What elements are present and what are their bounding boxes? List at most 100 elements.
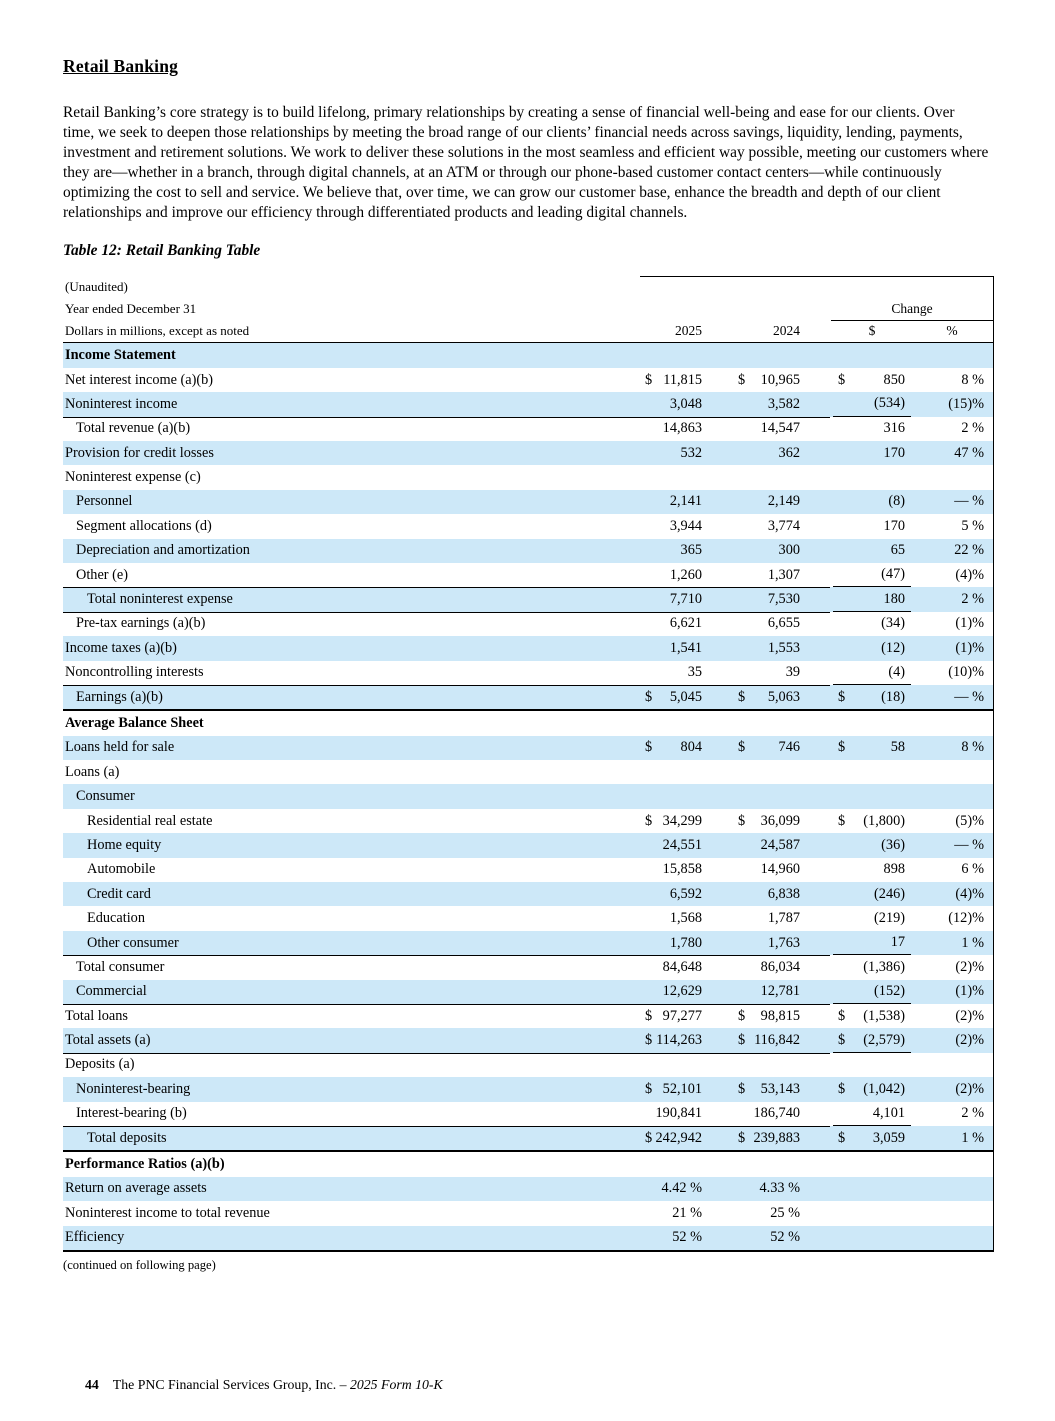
value-change-percent: [911, 1053, 993, 1077]
value-2024: [730, 343, 830, 367]
table-row: Total consumer 84,648 86,034 (1,386) (2)…: [63, 955, 993, 979]
value-2024: 24,587: [760, 836, 800, 853]
value-change-percent: (1)%: [955, 615, 984, 632]
page-number: 44: [85, 1377, 99, 1392]
table-row: Total noninterest expense 7,710 7,530 18…: [63, 587, 993, 613]
row-main-cells: Credit card 6,592 6,838: [63, 882, 830, 906]
row-label: Other consumer: [87, 934, 179, 951]
value-change-dollar: [833, 1201, 911, 1225]
value-change-percent: (1)%: [955, 639, 984, 656]
value-2025: 532: [680, 444, 702, 461]
value-2024: 12,781: [760, 983, 800, 1000]
row-main-cells: Performance Ratios (a)(b): [63, 1152, 830, 1176]
value-2024: $239,883: [738, 1129, 800, 1146]
units-note: Dollars in millions, except as noted: [65, 323, 250, 339]
table-row: Education 1,568 1,787 (219) (12)%: [63, 906, 993, 930]
table-row: Average Balance Sheet: [63, 711, 993, 735]
row-main-cells: Residential real estate $34,299 $36,099: [63, 809, 830, 833]
value-change-percent: 1 %: [961, 1129, 984, 1146]
row-label: Personnel: [76, 493, 133, 510]
table-row: Noninterest income to total revenue 21 %…: [63, 1201, 993, 1225]
value-2024: [730, 1053, 830, 1077]
row-label: Consumer: [76, 788, 135, 805]
row-label: Noninterest income to total revenue: [65, 1204, 270, 1221]
row-label: Noncontrolling interests: [65, 664, 204, 681]
value-2024: 25 %: [770, 1204, 800, 1221]
value-2025: 1,260: [669, 566, 702, 583]
row-main-cells: Efficiency 52 % 52 %: [63, 1226, 830, 1250]
value-2025: 24,551: [662, 836, 702, 853]
value-change-dollar: (8): [888, 493, 905, 510]
row-label: Education: [87, 910, 145, 927]
value-change-percent: [911, 784, 993, 808]
value-2024: [730, 760, 830, 784]
table-row: Performance Ratios (a)(b): [63, 1152, 993, 1176]
row-label: Provision for credit losses: [65, 444, 214, 461]
row-main-cells: Loans (a): [63, 760, 830, 784]
value-2025: $5,045: [645, 688, 702, 705]
table-row: Other consumer 1,780 1,763 17 1 %: [63, 930, 993, 957]
value-2024: 6,655: [767, 615, 800, 632]
value-change-dollar: $ (1,800): [838, 812, 905, 829]
row-main-cells: Other (e) 1,260 1,307: [63, 563, 830, 589]
value-2025: 52 %: [672, 1229, 702, 1246]
table-row: Loans (a): [63, 760, 993, 784]
value-change-percent: 2 %: [961, 591, 984, 608]
value-2024: 1,787: [767, 910, 800, 927]
value-change-dollar: 180: [833, 587, 911, 612]
value-2024: 186,740: [753, 1105, 800, 1122]
value-2025: [640, 760, 712, 784]
row-main-cells: Deposits (a): [63, 1053, 830, 1077]
value-change-dollar: (152): [833, 980, 911, 1004]
column-header-2024: 2024: [773, 323, 800, 339]
row-main-cells: Consumer: [63, 784, 830, 808]
row-main-cells: Depreciation and amortization 365 300: [63, 539, 830, 563]
value-change-percent: 22 %: [954, 542, 984, 559]
table-body: Income Statement Net interest income (a)…: [63, 343, 993, 1250]
row-main-cells: Loans held for sale $804 $746: [63, 736, 830, 760]
value-2025: $52,101: [645, 1080, 702, 1097]
value-change-percent: 8 %: [961, 739, 984, 756]
row-main-cells: Earnings (a)(b) $5,045 $5,063: [63, 685, 830, 709]
row-label: Total consumer: [76, 958, 165, 975]
table-row: Deposits (a): [63, 1053, 993, 1077]
value-2024: $5,063: [738, 688, 800, 705]
value-change-dollar: (534): [833, 392, 911, 417]
row-label: Efficiency: [65, 1229, 125, 1246]
value-change-percent: [911, 465, 993, 489]
value-2024: 1,307: [767, 566, 800, 583]
row-main-cells: Noninterest income 3,048 3,582: [63, 392, 830, 418]
value-change-percent: [911, 711, 993, 735]
page-footer: 44 The PNC Financial Services Group, Inc.…: [85, 1377, 443, 1393]
value-2024: $746: [738, 739, 800, 756]
value-change-percent: (15)%: [948, 395, 984, 412]
value-change-dollar: [833, 343, 911, 367]
value-change-percent: — %: [954, 836, 984, 853]
row-label: Automobile: [87, 861, 156, 878]
value-change-dollar: $58: [838, 739, 905, 756]
value-2024: 3,582: [767, 395, 800, 412]
row-label: Pre-tax earnings (a)(b): [76, 615, 206, 632]
value-2025: 365: [680, 542, 702, 559]
table-row: Loans held for sale $804 $746 $58 8 %: [63, 735, 993, 761]
value-change-dollar: (47): [833, 563, 911, 588]
value-2025: 3,944: [669, 517, 702, 534]
row-main-cells: Total revenue (a)(b) 14,863 14,547: [63, 417, 830, 441]
row-main-cells: Total deposits $242,942 $239,883: [63, 1126, 830, 1150]
value-2025: $114,263: [645, 1032, 702, 1049]
value-2025: 7,710: [669, 591, 702, 608]
table-row: Total assets (a) $114,263 $116,842 $ (2,5…: [63, 1028, 993, 1054]
value-2024: 7,530: [767, 591, 800, 608]
row-main-cells: Commercial 12,629 12,781: [63, 980, 830, 1005]
value-2025: 6,592: [669, 885, 702, 902]
value-2024: 4.33 %: [759, 1180, 800, 1197]
value-change-dollar: [833, 784, 911, 808]
row-label: Average Balance Sheet: [65, 714, 204, 731]
row-main-cells: Home equity 24,551 24,587: [63, 833, 830, 857]
value-change-dollar: [833, 1177, 911, 1201]
value-change-percent: (4)%: [955, 885, 984, 902]
table-row: Home equity 24,551 24,587 (36) — %: [63, 833, 993, 858]
table-row: Credit card 6,592 6,838 (246) (4)%: [63, 882, 993, 907]
row-label: Commercial: [76, 983, 147, 1000]
row-main-cells: Noninterest-bearing $52,101 $53,143: [63, 1077, 830, 1101]
